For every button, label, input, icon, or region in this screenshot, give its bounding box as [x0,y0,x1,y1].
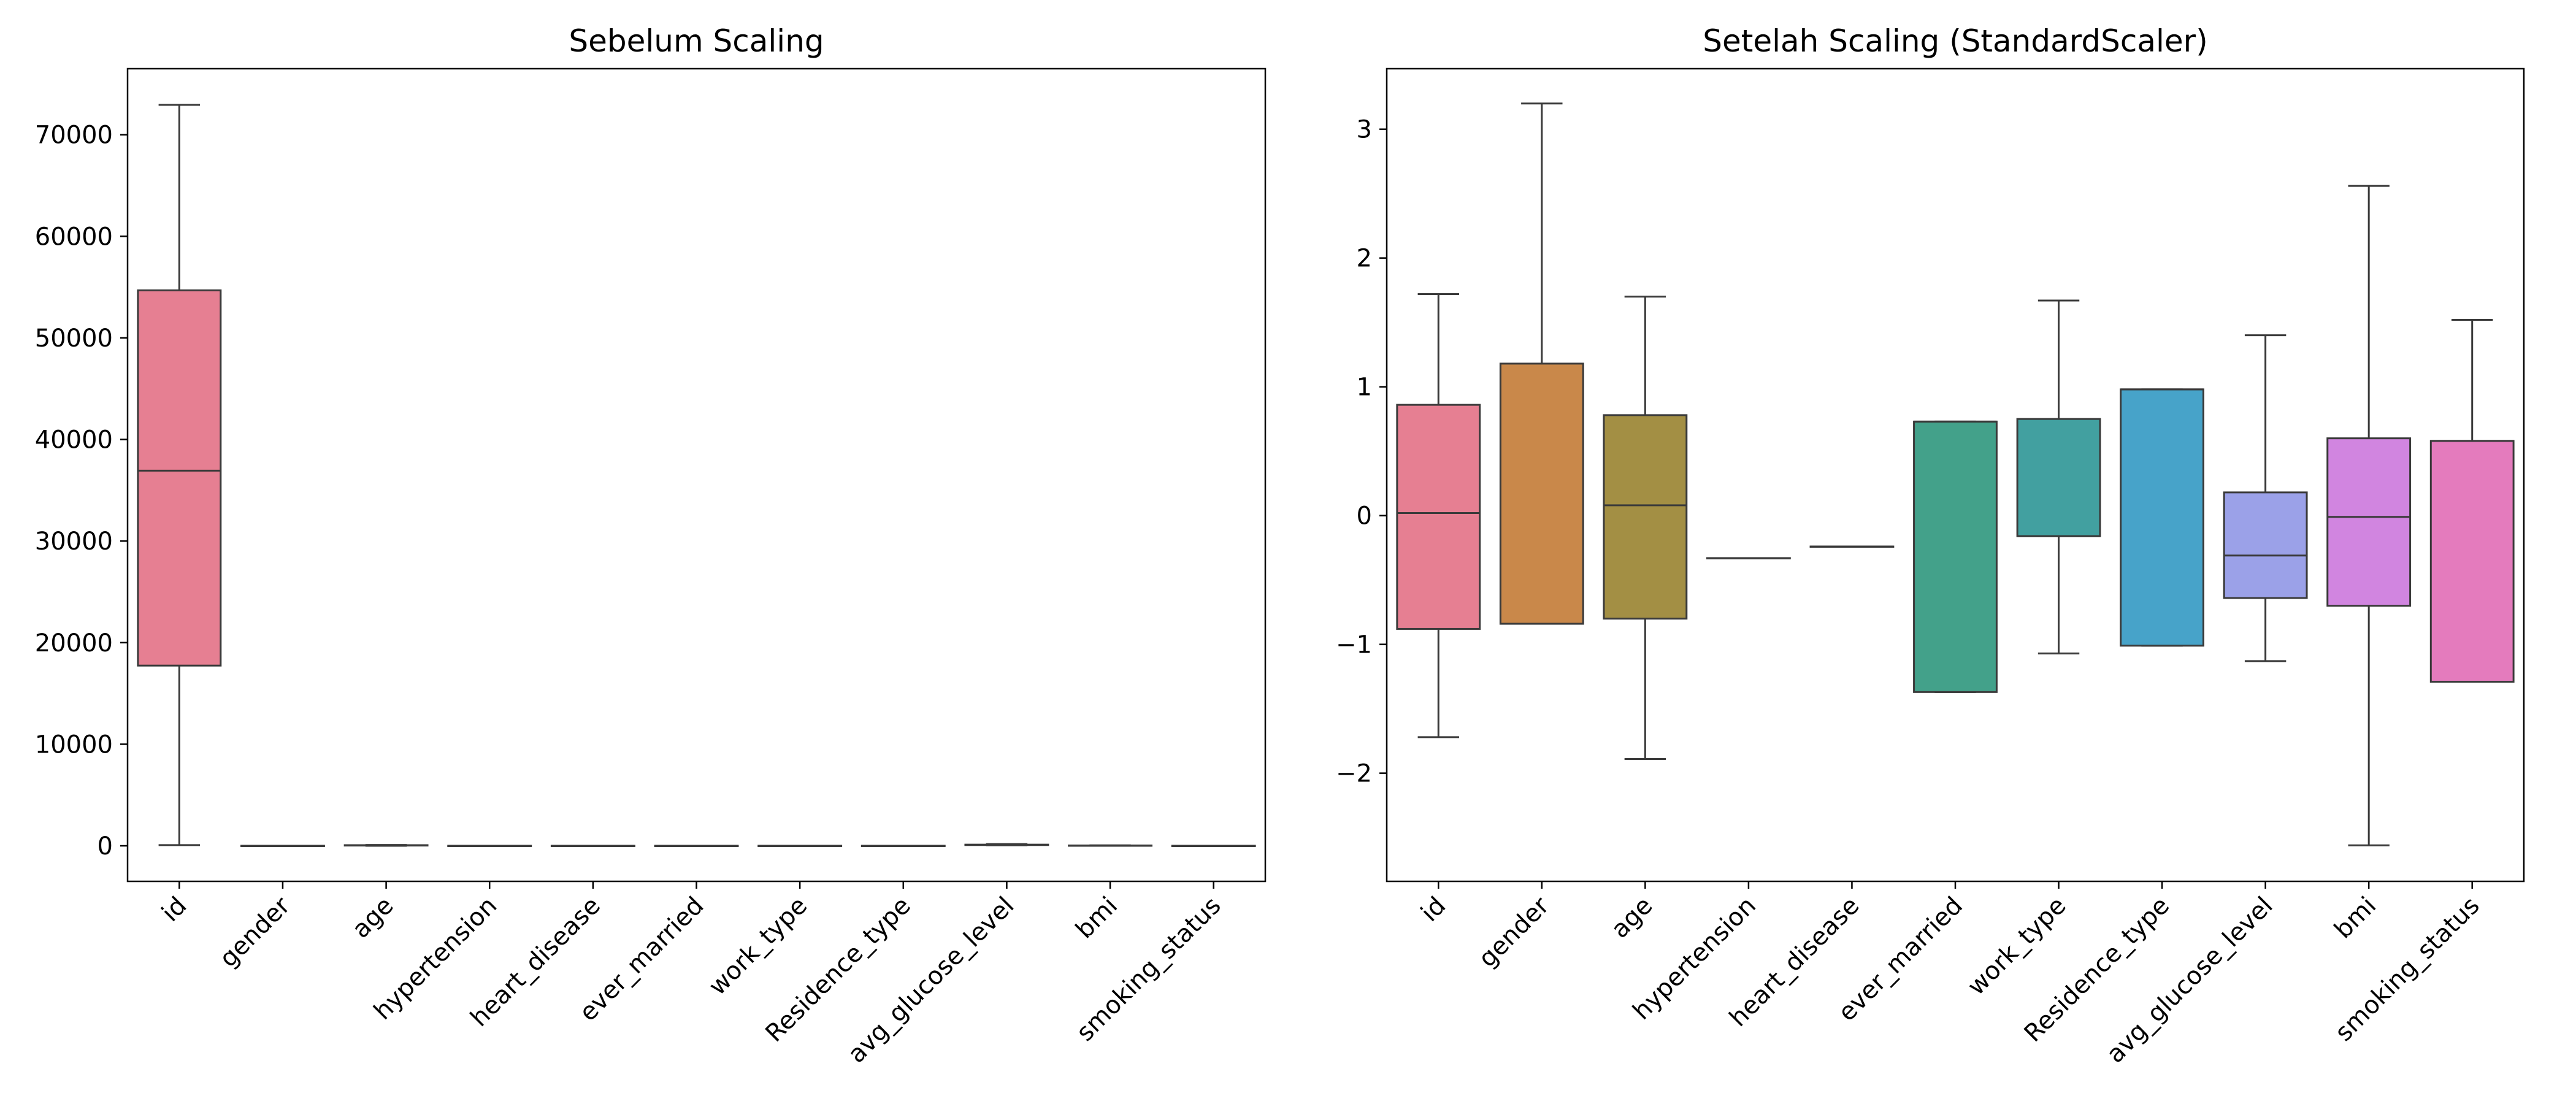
before-xtick-label: bmi [1070,892,1123,945]
after-chart-title: Setelah Scaling (StandardScaler) [1703,23,2208,59]
before-box-age [343,844,429,847]
after-ytick-label: 2 [1357,245,1372,273]
before-ytick-label: 20000 [35,629,113,657]
after-box-work_type [2016,299,2101,654]
before-xtick-label: age [347,892,399,944]
after-xtick-label: gender [1473,891,1555,973]
after-ytick-label: 3 [1357,116,1372,144]
before-ytick-label: 10000 [35,730,113,759]
box-iqr [1913,420,1998,693]
before-chart-title: Sebelum Scaling [569,23,824,59]
before-ytick-label: 30000 [35,527,113,556]
before-ytick-label: 60000 [35,223,113,251]
before-axes-frame [126,67,1267,883]
before-xtick-label: gender [214,891,296,973]
before-box-id [137,104,222,846]
after-ytick-label: −2 [1336,760,1372,788]
after-xtick-label: id [1416,892,1451,927]
after-box-ever_married [1913,420,1998,693]
before-ytick-label: 70000 [35,121,113,150]
after-xtick-label: age [1606,892,1658,944]
before-box-avg_glucose_level [964,843,1049,846]
box-iqr [2120,388,2205,647]
box-iqr [2223,491,2308,599]
before-ytick-label: 40000 [35,426,113,454]
box-iqr [2429,440,2515,683]
after-box-smoking_status [2429,318,2515,683]
box-iqr [2326,437,2412,607]
before-ytick-label: 50000 [35,324,113,353]
box-iqr [1396,404,1481,630]
after-xtick-label: work_type [1962,892,2071,1001]
box-iqr [1603,414,1688,620]
after-box-gender [1499,102,1584,625]
after-box-hypertension [1706,557,1791,559]
after-box-Residence_type [2120,388,2205,647]
before-xtick-label: id [156,892,192,927]
box-iqr [2016,418,2101,537]
before-scaling-panel: 0 10000 20000 30000 40000 50000 60000 70000 id ge… [35,23,1267,1068]
after-box-heart_disease [1809,545,1895,548]
after-ytick-label: −1 [1336,631,1372,659]
after-ytick-label: 1 [1357,374,1372,402]
after-box-id [1396,293,1481,738]
after-ytick-label: 0 [1357,502,1372,531]
box-iqr [137,289,222,667]
after-xtick-label: bmi [2329,892,2382,945]
after-box-avg_glucose_level [2223,334,2308,662]
after-box-age [1603,296,1688,761]
before-ytick-label: 0 [98,832,113,861]
before-box-bmi [1068,844,1153,847]
before-xtick-label: work_type [703,892,813,1001]
after-box-bmi [2326,185,2412,846]
box-iqr [1499,362,1584,625]
